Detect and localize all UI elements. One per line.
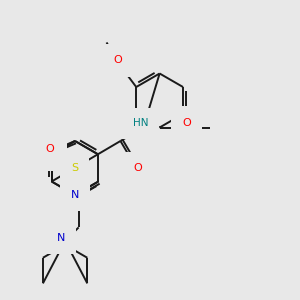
- Text: O: O: [46, 144, 55, 154]
- Text: O: O: [134, 163, 142, 173]
- Text: N: N: [71, 190, 79, 200]
- Text: O: O: [182, 118, 191, 128]
- Text: HN: HN: [133, 118, 148, 128]
- Text: N: N: [47, 149, 56, 160]
- Text: N: N: [57, 233, 65, 243]
- Text: O: O: [114, 56, 122, 65]
- Text: S: S: [71, 163, 78, 173]
